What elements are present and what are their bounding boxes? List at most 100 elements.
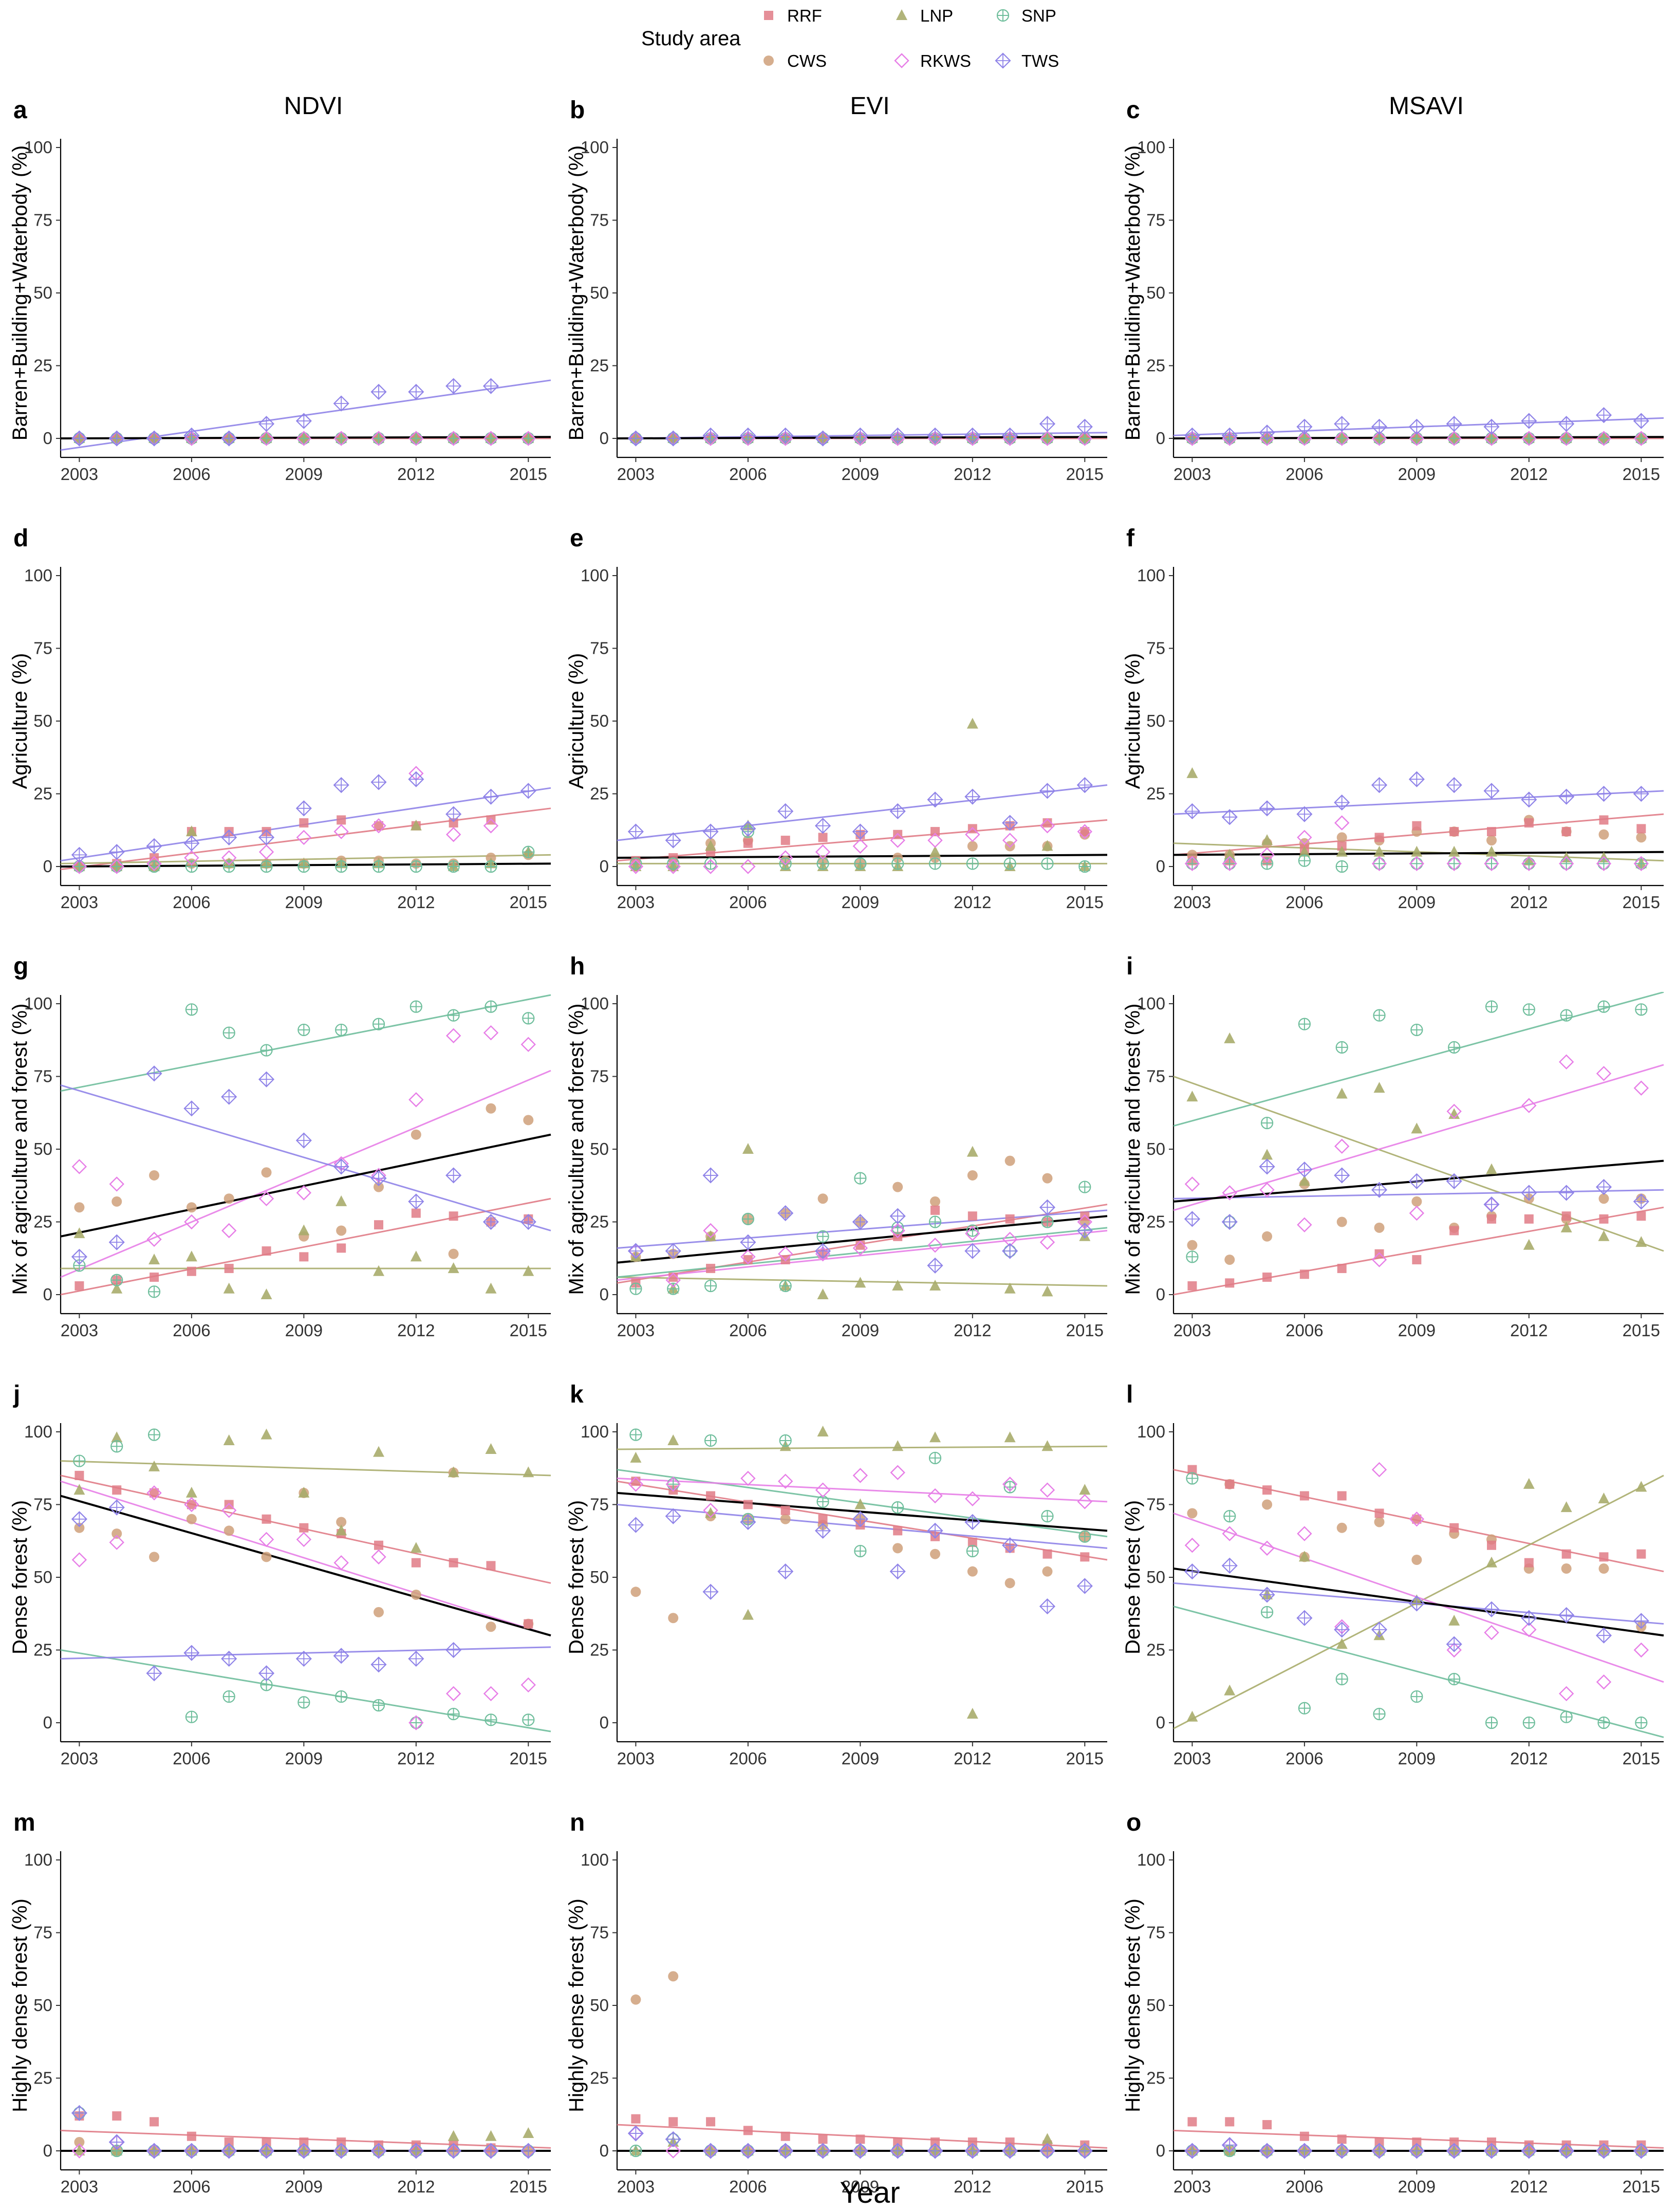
point-snp (629, 1282, 642, 1295)
point-rrf (337, 1243, 346, 1253)
point-rkws (628, 1477, 644, 1492)
point-rrf (75, 1281, 84, 1291)
point-rkws (1297, 431, 1312, 446)
point-tws (333, 1648, 349, 1664)
point-lnp (1635, 1481, 1647, 1492)
point-rrf (374, 1540, 384, 1550)
point-tws (1521, 413, 1537, 429)
point-rkws (109, 859, 124, 874)
point-cws (448, 1248, 459, 1259)
point-snp (1560, 857, 1573, 870)
x-axis-title: Year (840, 2176, 900, 2209)
point-snp (185, 860, 198, 873)
point-tws (1633, 1193, 1649, 1210)
point-rkws (1596, 1674, 1612, 1690)
point-tws (1371, 1621, 1388, 1638)
point-lnp (854, 1498, 866, 1509)
point-cws (186, 1514, 197, 1524)
y-tick-label: 0 (1156, 429, 1165, 448)
point-tws (295, 413, 312, 429)
y-tick-label: 75 (590, 638, 609, 657)
point-rkws (1409, 1511, 1425, 1527)
point-cws (149, 1552, 160, 1562)
panel-letter-i: i (1126, 953, 1133, 980)
point-lnp (1224, 849, 1236, 860)
point-tws (852, 2143, 868, 2159)
point-snp (1448, 857, 1461, 870)
panel-letter-o: o (1126, 1809, 1141, 1836)
point-tws (482, 1213, 499, 1230)
point-rkws (1371, 431, 1387, 446)
point-snp (1522, 1716, 1535, 1729)
point-rrf (262, 1514, 271, 1524)
point-tws (258, 829, 275, 845)
point-cws (817, 1193, 828, 1204)
point-lnp (73, 1484, 85, 1495)
x-tick-label: 2003 (1174, 1749, 1211, 1768)
point-lnp (336, 1524, 347, 1536)
point-tws (295, 800, 312, 817)
x-tick-label: 2006 (173, 1749, 210, 1768)
point-snp (1223, 1510, 1236, 1523)
point-rrf (967, 1538, 977, 1547)
point-rkws (1371, 1252, 1387, 1267)
x-tick-label: 2012 (954, 2177, 991, 2196)
point-rkws (146, 856, 162, 872)
point-rkws (1222, 856, 1237, 872)
x-tick-label: 2003 (617, 465, 655, 484)
panel-letter-d: d (13, 525, 28, 552)
legend-items: RRF LNP SNP CWS RKWS TWS (763, 6, 1059, 70)
x-tick-label: 2009 (1398, 2177, 1436, 2196)
point-rkws (740, 1470, 756, 1486)
point-rkws (1371, 856, 1387, 872)
x-tick-label: 2015 (1623, 2177, 1660, 2196)
point-rkws (1222, 1526, 1237, 1541)
point-snp (1635, 432, 1648, 445)
point-lnp (485, 2130, 497, 2141)
y-tick-label: 100 (1137, 994, 1165, 1013)
point-lnp (1486, 1556, 1498, 1568)
y-tick-label: 75 (33, 210, 52, 229)
panel-letter-e: e (570, 525, 584, 552)
x-tick-label: 2009 (842, 465, 879, 484)
point-tws (108, 844, 125, 860)
y-tick-label: 0 (600, 2141, 609, 2160)
x-tick-label: 2012 (397, 2177, 435, 2196)
point-cws (630, 1587, 641, 1597)
point-rkws (333, 1555, 349, 1571)
x-tick-label: 2015 (1623, 1321, 1660, 1340)
point-tws (1521, 1185, 1537, 1201)
point-rkws (1409, 431, 1425, 446)
y-tick-label: 0 (1156, 857, 1165, 876)
point-rrf (780, 836, 790, 845)
point-tws (520, 2143, 536, 2159)
point-rkws (296, 1185, 312, 1201)
point-snp (1635, 1003, 1648, 1016)
point-cws (1636, 832, 1647, 843)
plot-area (1174, 992, 1664, 1296)
y-tick-label: 100 (1137, 1422, 1165, 1441)
x-tick-label: 2015 (510, 1321, 547, 1340)
point-snp (1003, 857, 1016, 870)
point-rkws (1184, 431, 1200, 446)
point-snp (222, 1690, 235, 1703)
point-snp (1260, 1606, 1274, 1619)
point-tws (814, 2143, 831, 2159)
point-lnp (523, 1466, 534, 1478)
point-rrf (1080, 827, 1090, 837)
point-rrf (299, 818, 309, 828)
y-tick-label: 75 (590, 1923, 609, 1942)
point-tws (482, 2143, 499, 2159)
point-lnp (705, 1230, 717, 1241)
point-rkws (371, 818, 386, 834)
point-rrf (1487, 827, 1497, 837)
point-snp (1560, 432, 1573, 445)
point-lnp (1186, 1091, 1198, 1102)
point-tws (1002, 2143, 1018, 2159)
point-rrf (224, 1264, 234, 1274)
point-snp (928, 1215, 942, 1228)
point-rkws (1222, 431, 1237, 446)
point-cws (1004, 1578, 1015, 1589)
point-snp (667, 1282, 680, 1295)
point-rkws (1297, 1217, 1312, 1232)
